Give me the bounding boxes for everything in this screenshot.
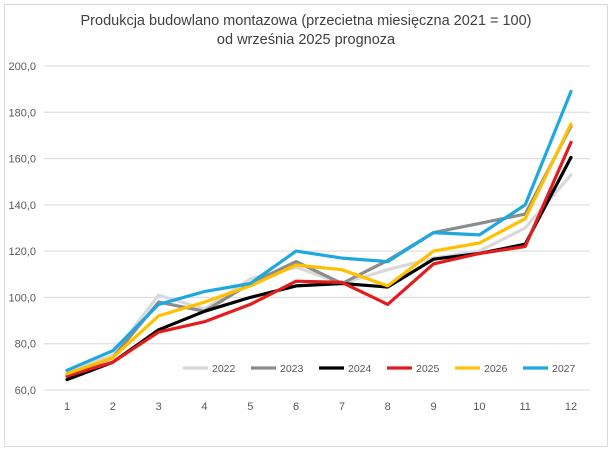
x-tick-label: 3 bbox=[156, 401, 162, 413]
x-tick-label: 4 bbox=[201, 401, 207, 413]
series-line-2022 bbox=[65, 173, 573, 374]
chart-title: Produkcja budowlano montazowa (przecietn… bbox=[80, 13, 532, 29]
legend: 2022 2023 2024 2025 2026 2027 bbox=[183, 363, 576, 375]
y-axis-ticks: 60,0 80,0 100,0 120,0 140,0 160,0 180,0 200,0 bbox=[8, 61, 36, 397]
y-tick-label: 200,0 bbox=[8, 61, 36, 73]
legend-label-2025: 2025 bbox=[416, 363, 440, 375]
y-tick-label: 140,0 bbox=[8, 200, 36, 212]
y-tick-label: 120,0 bbox=[8, 246, 36, 258]
x-axis-ticks: 1 2 3 4 5 6 7 8 9 10 11 12 bbox=[64, 401, 577, 413]
series-line-2027 bbox=[65, 89, 573, 372]
x-tick-label: 10 bbox=[473, 401, 485, 413]
x-tick-label: 12 bbox=[565, 401, 577, 413]
grid-lines bbox=[44, 65, 590, 391]
x-tick-label: 2 bbox=[110, 401, 116, 413]
x-tick-label: 8 bbox=[385, 401, 391, 413]
x-tick-label: 11 bbox=[519, 401, 530, 413]
y-tick-label: 60,0 bbox=[15, 385, 36, 397]
x-tick-label: 5 bbox=[247, 401, 253, 413]
series-lines bbox=[65, 89, 573, 382]
series-line-2026 bbox=[65, 122, 573, 376]
x-tick-label: 9 bbox=[430, 401, 436, 413]
legend-label-2023: 2023 bbox=[280, 363, 304, 375]
legend-label-2027: 2027 bbox=[552, 363, 576, 375]
y-tick-label: 180,0 bbox=[8, 107, 36, 119]
y-tick-label: 80,0 bbox=[15, 339, 36, 351]
chart-subtitle: od września 2025 prognoza bbox=[216, 32, 396, 48]
chart-frame bbox=[4, 4, 608, 447]
series-line-2025 bbox=[65, 140, 573, 378]
x-tick-label: 6 bbox=[293, 401, 299, 413]
legend-label-2022: 2022 bbox=[212, 363, 236, 375]
y-tick-label: 160,0 bbox=[8, 154, 36, 166]
legend-label-2026: 2026 bbox=[484, 363, 508, 375]
x-tick-label: 7 bbox=[339, 401, 345, 413]
x-tick-label: 1 bbox=[64, 401, 70, 413]
chart-title-block: Produkcja budowlano montazowa (przecietn… bbox=[0, 12, 612, 50]
y-tick-label: 100,0 bbox=[8, 292, 36, 304]
legend-label-2024: 2024 bbox=[348, 363, 372, 375]
